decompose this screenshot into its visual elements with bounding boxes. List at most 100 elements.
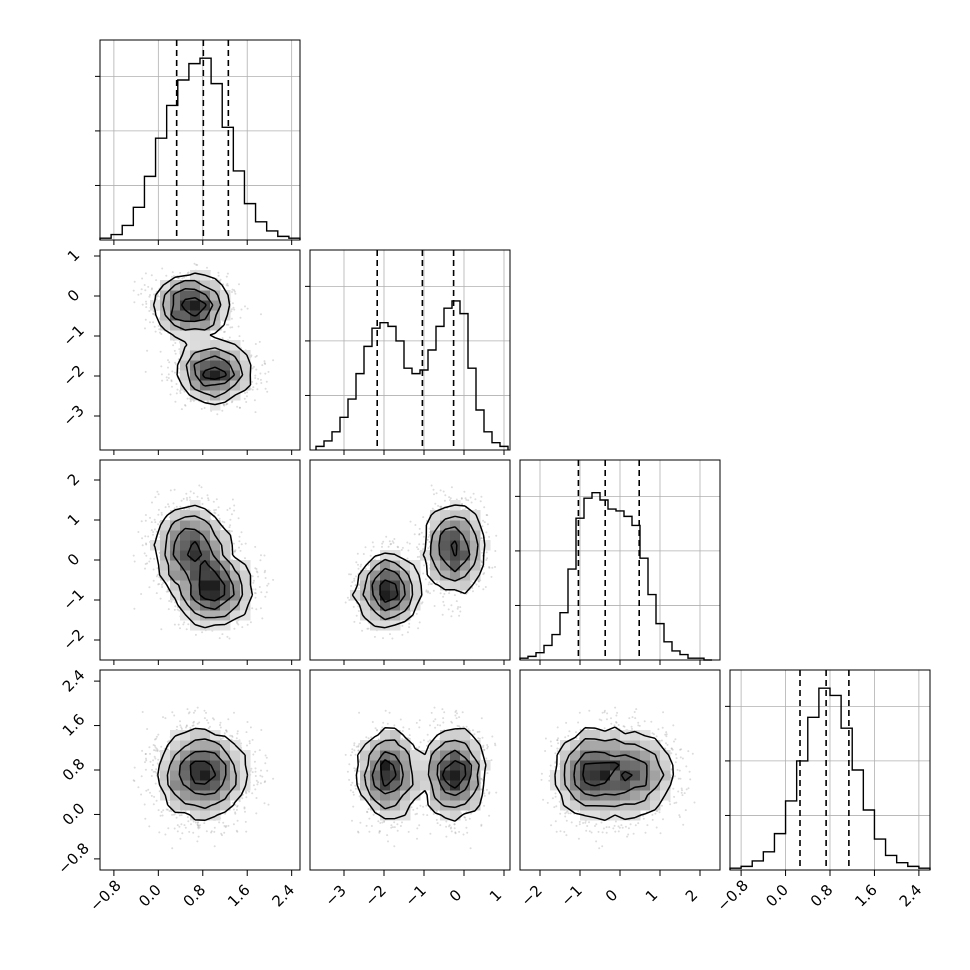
sample-point [160,333,163,335]
sample-point [174,601,177,604]
density-cell [220,570,231,581]
density-cell [170,300,181,311]
sample-point [206,266,208,269]
density-cell [220,360,231,371]
sample-point [254,588,257,591]
scatter-panel-2-1 [309,459,511,661]
sample-point [480,537,483,540]
sample-point [260,554,262,557]
density-cell [160,520,171,531]
sample-point [235,620,238,623]
sample-point [168,600,171,602]
contour-level-0 [152,272,252,406]
density-cell [190,550,201,561]
sample-point [242,339,245,342]
sample-point [167,366,169,369]
sample-point [259,559,262,562]
density-cell [190,380,201,391]
sample-point [196,264,199,266]
sample-point [164,506,167,509]
sample-point [148,586,151,589]
panel-content [132,262,275,416]
sample-point [213,509,216,512]
sample-point [371,541,374,544]
sample-point [265,591,268,594]
sample-point [144,370,147,373]
sample-point [179,505,182,508]
sample-point [181,277,184,280]
sample-point [175,505,178,508]
sample-point [251,388,254,391]
density-cell [190,340,201,351]
histogram-bars [729,687,931,870]
sample-point [232,306,235,309]
density-cell [220,380,231,391]
sample-point [423,564,425,567]
sample-point [217,506,220,509]
sample-point [253,399,256,402]
sample-point [255,570,258,573]
contour-level-2 [172,527,235,611]
sample-point [170,379,173,382]
histogram-bars [99,57,301,240]
density-cell [220,340,231,351]
sample-point [233,509,236,512]
sample-point [427,590,430,593]
sample-point [174,352,177,355]
sample-point [177,277,180,279]
sample-point [227,323,230,326]
sample-point [264,387,267,390]
density-cell [190,580,201,591]
sample-point [206,494,209,497]
sample-point [167,377,170,379]
density-cell [180,330,191,341]
sample-point [175,363,177,366]
density-cell [190,530,201,541]
sample-point [272,359,275,362]
density-cell [180,600,191,611]
density-cell [210,360,221,371]
density-cell [170,580,181,591]
density-cell [210,610,221,621]
sample-point [152,312,154,315]
sample-point [260,313,262,316]
sample-point [166,580,169,583]
sample-point [228,637,231,640]
density-cell [190,280,201,291]
sample-point [140,593,143,595]
density-cell [180,360,191,371]
sample-point [207,499,210,502]
sample-point [246,391,249,394]
sample-point [147,535,150,538]
sample-point [243,397,246,400]
sample-point [165,590,168,593]
sample-point [167,503,170,506]
panel-frame [99,39,301,241]
sample-point [456,607,459,610]
sample-point [266,390,269,393]
density-cell [200,550,211,561]
sample-point [150,274,153,277]
sample-point [349,573,352,576]
sample-point [200,497,203,500]
sample-point [177,623,180,626]
sample-point [244,305,246,308]
sample-point [225,403,228,406]
sample-point [250,354,253,357]
panel-content [132,484,275,640]
sample-point [223,403,225,406]
sample-point [179,627,181,630]
sample-point [173,507,176,510]
sample-point [185,507,188,510]
sample-point [173,371,176,374]
sample-point [151,501,153,504]
density-cell [190,600,201,611]
sample-point [240,531,243,534]
density-cell [240,600,251,611]
histogram-panel-2 [515,459,721,661]
sample-point [157,508,160,511]
density-cell [210,310,221,321]
density-cell [180,340,191,351]
sample-point [150,521,153,524]
sample-point [244,542,247,545]
